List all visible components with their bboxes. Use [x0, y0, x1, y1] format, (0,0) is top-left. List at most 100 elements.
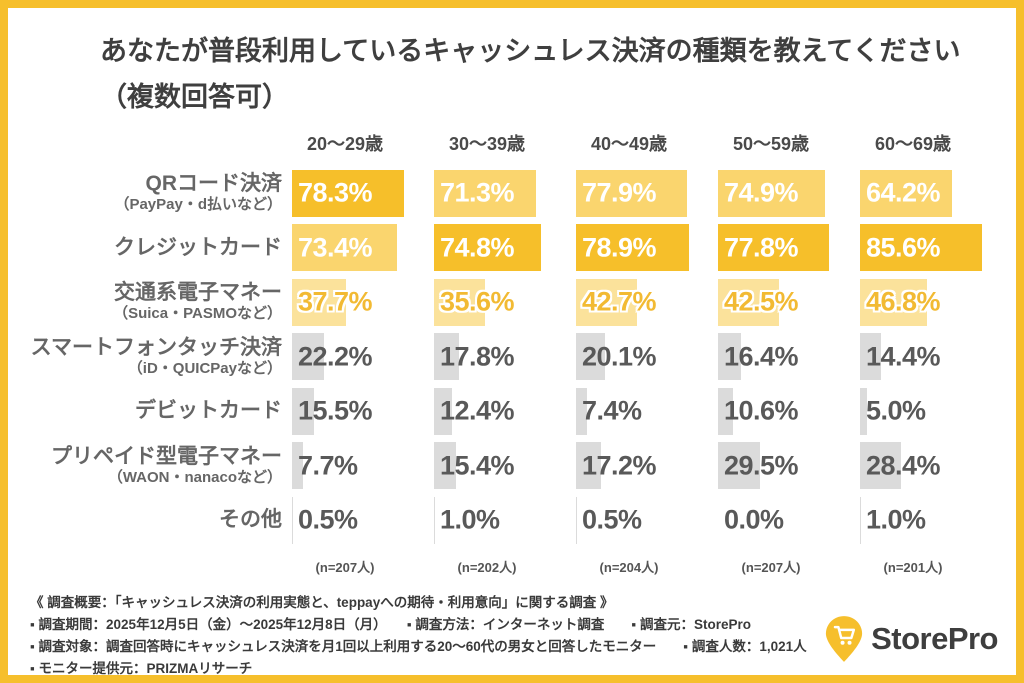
bar-cell: 17.2%: [576, 442, 718, 490]
category-sublabel: （WAON・nanacoなど）: [107, 468, 282, 486]
category-row: その他 0.5% 1.0% 0.5% 0.0% 1.0%: [20, 493, 1002, 548]
value-bar: [576, 278, 638, 326]
value-label: 10.6%: [724, 395, 799, 426]
sample-size-label-3: (n=207人): [741, 559, 801, 575]
bar-cell: 14.4%: [860, 333, 1002, 381]
value-bar: [860, 442, 901, 490]
value-bar: [292, 169, 404, 217]
value-bar: [292, 333, 324, 381]
value-bar: [576, 387, 587, 435]
category-label: デビットカード: [135, 399, 282, 423]
bar-cell: 77.8%: [718, 224, 860, 272]
value-label: 77.9%: [582, 177, 657, 208]
category-label-cell: その他: [20, 508, 292, 532]
value-label: 15.4%: [440, 450, 515, 481]
bar-cell: 7.7%: [292, 442, 434, 490]
category-row: 交通系電子マネー （Suica・PASMOなど） 37.7% 35.6% 42.7% 42…: [20, 275, 1002, 330]
value-bar: [434, 333, 460, 381]
logo-text: StorePro: [871, 621, 998, 656]
bar-cell: 0.5%: [576, 496, 718, 544]
value-label: 17.2%: [582, 450, 657, 481]
value-bar: [292, 387, 315, 435]
value-label: 14.4%: [866, 341, 941, 372]
bar-cell: 74.9%: [718, 169, 860, 217]
value-bar: [434, 496, 436, 544]
bar-cell: 15.4%: [434, 442, 576, 490]
value-label: 16.4%: [724, 341, 799, 372]
value-bar: [434, 442, 457, 490]
chart-title-line-2: （複数回答可）: [100, 82, 289, 113]
value-bar: [860, 387, 868, 435]
value-bar: [292, 278, 346, 326]
value-label: 77.8%: [724, 232, 799, 263]
value-bar: [292, 496, 293, 544]
footer-line-1: ▪ 調査期間：2025年12月5日（金）〜2025年12月8日（月） ▪ 調査方…: [30, 616, 751, 632]
category-label: QRコード決済: [145, 172, 283, 196]
value-label: 42.7%: [582, 286, 657, 317]
value-label: 35.6%: [440, 286, 515, 317]
value-bar: [718, 278, 779, 326]
category-row: プリペイド型電子マネー （WAON・nanacoなど） 7.7% 15.4% 17.2%…: [20, 439, 1002, 494]
value-label: 29.5%: [724, 450, 799, 481]
value-label: 0.5%: [582, 504, 642, 535]
bar-cell: 85.6%: [860, 224, 1002, 272]
sample-size-row: (n=207人) (n=202人) (n=204人) (n=207人) (n=201人): [20, 557, 1002, 576]
category-sublabel: （iD・QUICPayなど）: [127, 359, 282, 377]
bar-cell: 78.9%: [576, 224, 718, 272]
age-group-header-0: 20〜29歳: [306, 134, 384, 154]
bar-cell: 28.4%: [860, 442, 1002, 490]
bar-cell: 78.3%: [292, 169, 434, 217]
category-label: 交通系電子マネー: [114, 281, 282, 305]
bar-cell: 73.4%: [292, 224, 434, 272]
chart-title-line-1: あなたが普段利用しているキャッシュレス決済の種類を教えてください: [100, 36, 961, 66]
age-group-header-3: 50〜59歳: [732, 134, 810, 154]
sample-size-label-4: (n=201人): [883, 559, 943, 575]
bar-cell: 12.4%: [434, 387, 576, 435]
bar-cell: 74.8%: [434, 224, 576, 272]
value-bar: [718, 169, 826, 217]
value-bar: [576, 224, 689, 272]
value-bar: [860, 496, 862, 544]
value-label: 78.3%: [298, 177, 373, 208]
value-label: 17.8%: [440, 341, 515, 372]
value-bar: [292, 442, 303, 490]
bar-cell: 35.6%: [434, 278, 576, 326]
value-bar: [860, 333, 881, 381]
value-bar: [718, 224, 830, 272]
value-label: 46.8%: [866, 286, 941, 317]
bar-cell: 20.1%: [576, 333, 718, 381]
category-label-cell: スマートフォンタッチ決済 （iD・QUICPayなど）: [20, 336, 292, 378]
sample-size-label-2: (n=204人): [599, 559, 659, 575]
value-bar: [718, 333, 742, 381]
value-bar: [576, 333, 605, 381]
chart-title: あなたが普段利用しているキャッシュレス決済の種類を教えてください （複数回答可）: [100, 28, 961, 121]
storepro-logo: StorePro: [824, 615, 998, 663]
category-row: スマートフォンタッチ決済 （iD・QUICPayなど） 22.2% 17.8% 20.1…: [20, 330, 1002, 385]
bar-cell: 37.7%: [292, 278, 434, 326]
value-label: 0.0%: [724, 504, 784, 535]
survey-notes: 《 調査概要：「キャッシュレス決済の利用実態と、teppayへの期待・利用意向」…: [30, 592, 816, 675]
category-label-cell: クレジットカード: [20, 236, 292, 260]
value-label: 15.5%: [298, 395, 373, 426]
value-label: 0.5%: [298, 504, 358, 535]
value-label: 74.8%: [440, 232, 515, 263]
bar-cell: 0.5%: [292, 496, 434, 544]
sample-size-label-1: (n=202人): [457, 559, 517, 575]
category-label-cell: プリペイド型電子マネー （WAON・nanacoなど）: [20, 445, 292, 487]
value-label: 1.0%: [440, 504, 500, 535]
age-header-row: 20〜29歳 30〜39歳 40〜49歳 50〜59歳 60〜69歳: [20, 130, 1002, 154]
bar-cell: 17.8%: [434, 333, 576, 381]
value-bar: [434, 169, 536, 217]
bar-cell: 77.9%: [576, 169, 718, 217]
bar-cell: 0.0%: [718, 497, 860, 544]
category-sublabel: （Suica・PASMOなど）: [113, 305, 282, 322]
value-bar: [434, 387, 452, 435]
sample-size-spacer: [20, 557, 292, 576]
bar-cell: 42.5%: [718, 278, 860, 326]
value-label: 73.4%: [298, 232, 373, 263]
value-label: 71.3%: [440, 177, 515, 208]
value-bar: [292, 224, 397, 272]
category-row: デビットカード 15.5% 12.4% 7.4% 10.6% 5.0%: [20, 384, 1002, 439]
value-label: 64.2%: [866, 177, 941, 208]
